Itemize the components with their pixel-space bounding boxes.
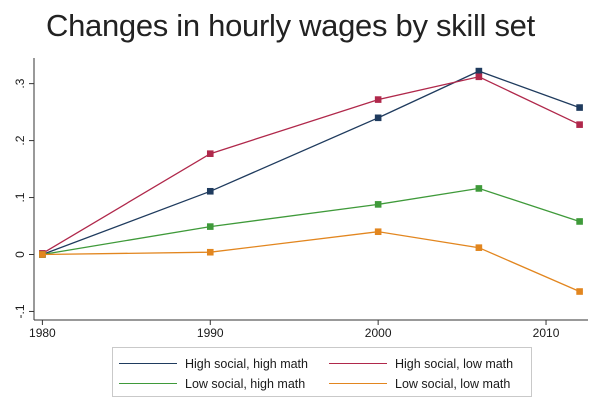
legend-swatch <box>119 383 177 384</box>
series-low-social-high-math <box>39 185 583 258</box>
y-tick-label: -.1 <box>13 304 27 318</box>
data-point <box>374 228 382 236</box>
y-tick-label: .2 <box>13 135 27 145</box>
data-point <box>475 244 483 251</box>
data-point <box>374 201 382 208</box>
x-tick-label: 1980 <box>29 326 56 340</box>
data-point <box>475 185 483 192</box>
data-point <box>206 187 214 195</box>
legend-label: Low social, low math <box>395 377 511 391</box>
legend-label: High social, low math <box>395 357 514 371</box>
data-point <box>576 218 583 225</box>
x-tick-label: 1990 <box>197 326 224 340</box>
line-chart: 1980 1990 2000 2010 -.1 0 .1 .2 .3 <box>13 58 588 340</box>
chart-title: Changes in hourly wages by skill set <box>46 8 535 43</box>
series-line <box>42 187 580 256</box>
data-point <box>206 223 214 230</box>
chart-legend: High social, high math High social, low … <box>112 347 532 397</box>
data-point <box>374 114 382 122</box>
chart-series <box>39 67 583 295</box>
data-point <box>576 288 583 295</box>
series-high-social-high-math <box>39 67 583 258</box>
y-tick-label: .1 <box>13 192 27 202</box>
legend-swatch <box>329 383 387 384</box>
legend-label: High social, high math <box>185 357 308 371</box>
series-line <box>42 70 580 256</box>
series-line <box>42 76 580 254</box>
series-low-social-low-math <box>39 228 583 295</box>
data-point <box>576 104 583 111</box>
series-high-social-low-math <box>39 73 583 257</box>
data-point <box>374 96 382 103</box>
x-tick-label: 2000 <box>365 326 392 340</box>
data-point <box>206 150 214 157</box>
data-point <box>576 121 583 128</box>
x-tick-label: 2010 <box>533 326 560 340</box>
data-point <box>475 73 483 81</box>
data-point <box>39 251 46 258</box>
data-point <box>206 248 214 256</box>
data-point <box>475 67 483 75</box>
legend-label: Low social, high math <box>185 377 306 391</box>
chart-axes: 1980 1990 2000 2010 -.1 0 .1 .2 .3 <box>13 58 588 340</box>
legend-swatch <box>119 363 177 364</box>
y-tick-label: 0 <box>13 251 27 258</box>
y-tick-label: .3 <box>13 78 27 88</box>
legend-swatch <box>329 363 387 364</box>
